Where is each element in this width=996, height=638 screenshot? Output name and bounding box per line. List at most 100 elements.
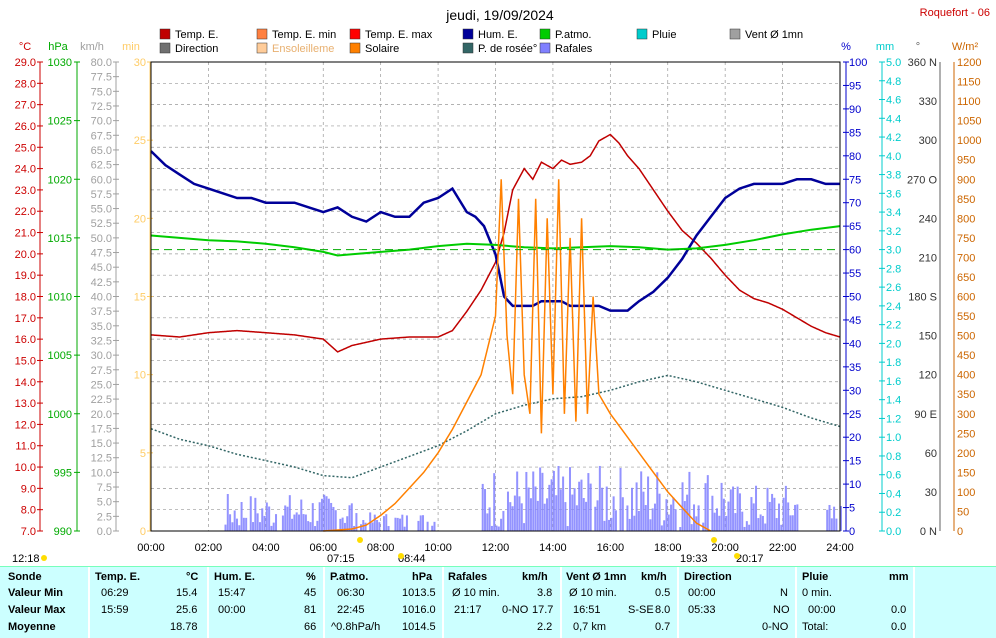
station-name: Roquefort - 06 [920,7,990,19]
axis-tick-label: 75.0 [91,86,112,98]
axis-tick-label: 2.8 [886,263,901,275]
sunrise-label: 07:15 [327,553,355,565]
gust-bar [578,481,581,531]
gust-bar [782,497,785,531]
axis-tick-label: 4.6 [886,95,901,107]
axis-tick-label: 1.2 [886,413,901,425]
col-sep [795,567,797,638]
axis-tick-label: 240 [919,213,937,225]
gust-bar [612,496,615,531]
axis-tick-label: 28.0 [15,78,36,90]
legend-swatch [729,28,741,40]
gust-bar [527,487,530,531]
x-tick-label: 14:00 [539,542,567,554]
gust-bar [833,506,836,531]
min-temp: 15.4 [176,587,198,599]
col-sep [323,567,325,638]
gust-bar [297,514,300,531]
gust-bar [417,520,420,531]
gust-bar [734,513,737,531]
gust-bar [621,497,624,531]
gust-bar [529,498,532,531]
hdr-gust: Rafales [448,571,488,583]
gust-bar [359,524,362,531]
gust-bar [518,496,521,531]
gust-bar [334,510,337,531]
axis-tick-label: 15 [134,292,146,304]
axis-tick-label: 100 [957,487,975,499]
axis-tick-label: 1.6 [886,376,901,388]
axis-tick-label: 1050 [957,116,981,128]
summary-mean-row: Moyenne 18.78 66 ^0.8hPa/h 1014.5 2.2 0,… [0,621,996,637]
gust-bar [706,475,709,531]
gust-bar [660,525,663,531]
gust-bar [614,510,617,531]
axis-tick-label: 4.0 [886,151,901,163]
gust-bar [270,525,273,531]
gust-bar [640,471,643,531]
axis-tick-label: 120 [919,370,937,382]
legend-entry: Temp. E. [175,29,218,41]
axis-tick-label: 5 [140,448,146,460]
min-temp-time: 06:29 [101,587,129,599]
gust-bar [711,495,714,531]
gust-bar [256,513,259,531]
gust-bar [525,471,528,531]
legend-entry: Pluie [652,29,676,41]
axis-tick-label: 80.0 [91,57,112,69]
axis-tick-label: 3.8 [886,170,901,182]
legend-entry: Ensoleilleme [272,43,334,55]
gust-bar [693,504,696,531]
gust-bar [304,514,307,531]
gust-bar [773,497,776,531]
max-rain: 0.0 [891,604,907,616]
axis-tick-label: 11.0 [15,441,36,453]
hdr-rain: Pluie [802,571,829,583]
gust-bar [330,502,333,531]
axis-tick-label: 200 [957,448,975,460]
axis-tick-label: 20.0 [15,249,36,261]
axis-tick-label: 7.5 [97,482,112,494]
max-press-time: 22:45 [337,604,365,616]
gust-bar [288,495,291,531]
axis-tick-label: 9.0 [21,483,36,495]
hdr-dir: Direction [684,571,732,583]
gust-bar [426,521,429,531]
gust-bar [771,493,774,531]
axis-tick-label: 23.0 [15,185,36,197]
gust-bar [284,505,287,531]
gust-bar [828,504,831,531]
gust-bar [550,479,553,531]
axis-tick-label: 0.4 [886,488,901,500]
gust-bar [826,509,829,531]
axis-tick-label: 0.2 [886,507,901,519]
axis-tick-label: 250 [957,428,975,440]
grid [150,61,841,532]
axis-tick-label: 0.0 [97,526,112,538]
x-tick-label: 06:00 [309,542,337,554]
gust-bar [679,527,682,531]
x-tick-label: 16:00 [597,542,625,554]
gust-bar [343,522,346,531]
gust-bar [373,514,376,531]
axis-tick-label: 70 [849,198,861,210]
col-sep [677,567,679,638]
axis-tick-label: 40.0 [91,292,112,304]
gust-bar [635,482,638,531]
gust-bar [493,473,496,531]
gust-bar [642,491,645,531]
gust-bar [265,502,268,531]
gust-bar [229,514,232,531]
axis-tick-label: 100 [849,57,867,69]
axis-tick-label: 330 [919,96,937,108]
axis-tick-label: 42.5 [91,277,112,289]
gust-bar [670,504,673,531]
gust-bar [830,518,833,531]
series-line [150,150,840,312]
axis-tick-label: 20 [134,213,146,225]
gust-bar [766,487,769,531]
gust-bar [601,487,604,531]
axis-tick-label: 77.5 [91,72,112,84]
gust-bar [720,482,723,531]
axis-tick-label: 0 [140,526,146,538]
